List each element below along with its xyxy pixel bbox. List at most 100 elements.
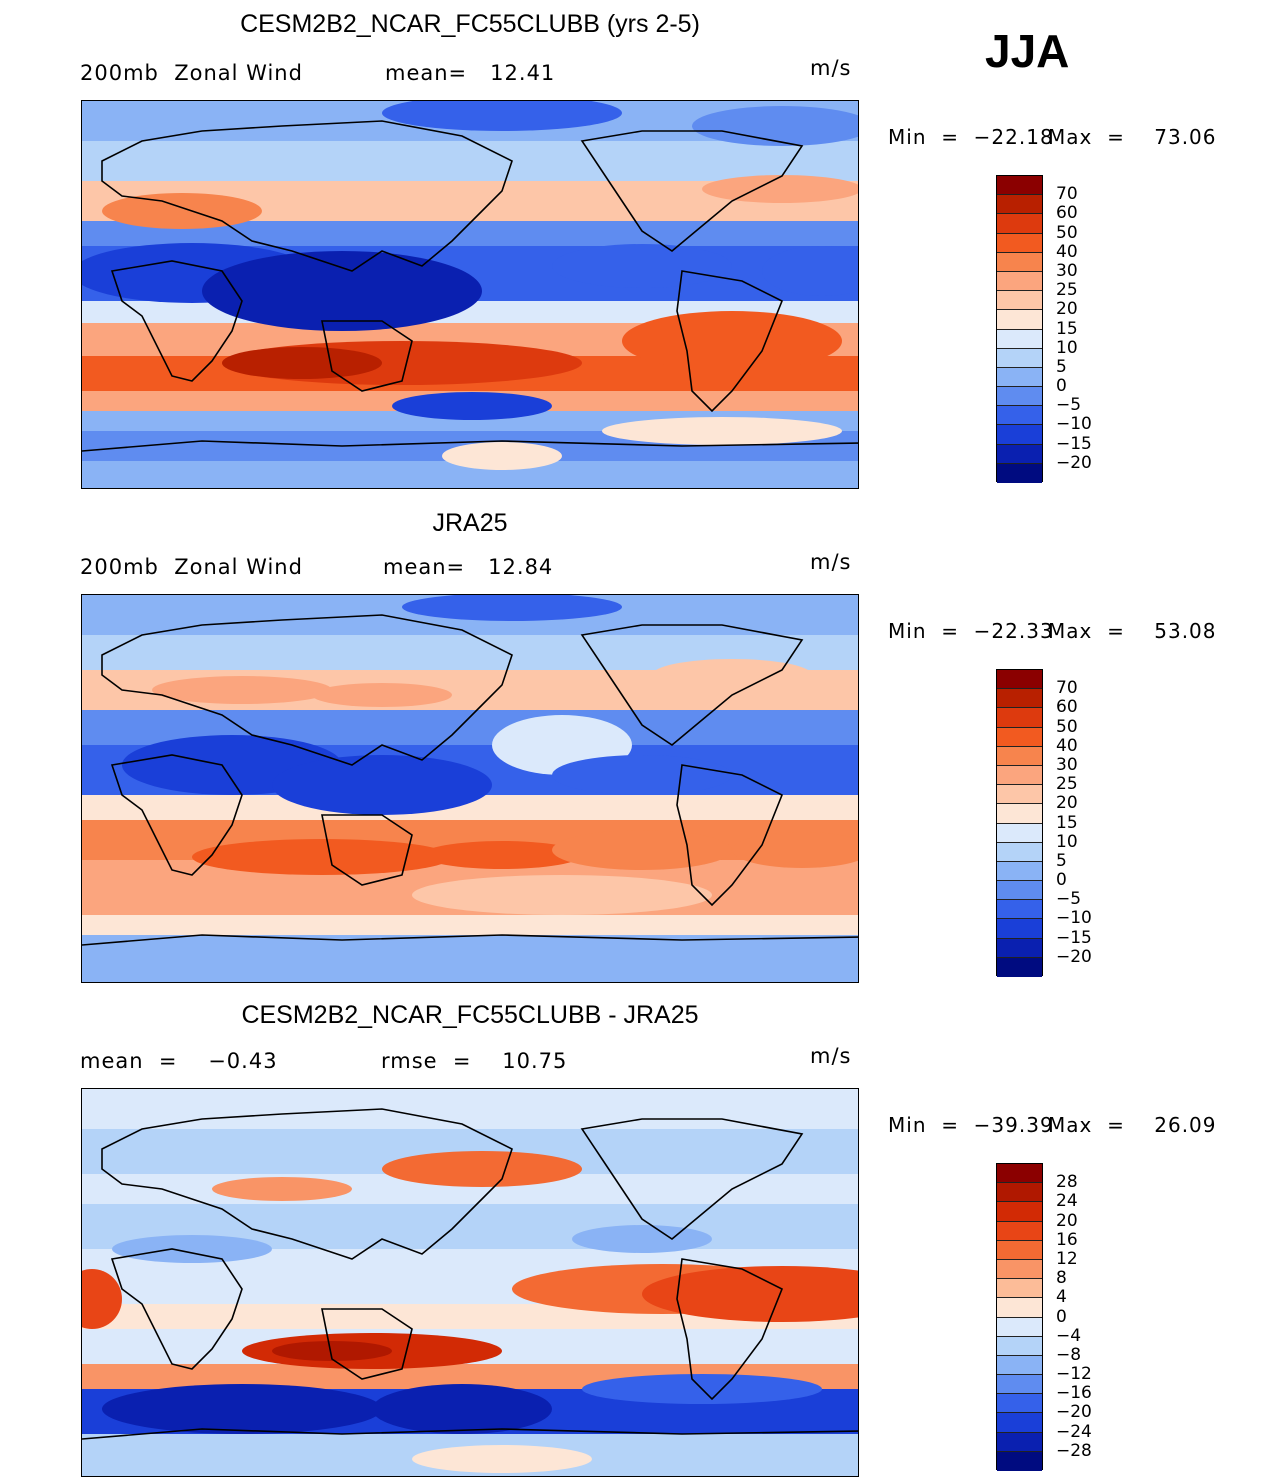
- colorbar-tick-label: 4: [1056, 1287, 1067, 1308]
- colorbar: [996, 175, 1043, 483]
- colorbar-swatch: [997, 746, 1042, 766]
- min-label: Min = −22.18: [888, 125, 1054, 149]
- colorbar-tick-label: 60: [1056, 697, 1078, 718]
- map-field: [82, 101, 858, 488]
- colorbar-swatch: [997, 1298, 1042, 1318]
- colorbar-tick-label: 0: [1056, 376, 1067, 397]
- colorbar-tick-label: 0: [1056, 1306, 1067, 1327]
- colorbar-tick-label: 15: [1056, 318, 1078, 339]
- colorbar-swatch: [997, 861, 1042, 882]
- colorbar-tick-label: −28: [1056, 1440, 1092, 1461]
- colorbar-tick-label: −15: [1056, 927, 1092, 948]
- field-label: 200mb Zonal Wind: [80, 61, 303, 85]
- rmse-label: rmse = 10.75: [381, 1049, 568, 1073]
- colorbar-swatch: [997, 425, 1042, 445]
- colorbar-swatch: [997, 271, 1042, 292]
- colorbar-swatch: [997, 444, 1042, 464]
- colorbar-tick-label: −20: [1056, 452, 1092, 473]
- colorbar-tick-label: 8: [1056, 1268, 1067, 1289]
- colorbar-tick-label: 12: [1056, 1248, 1078, 1269]
- colorbar-swatch: [997, 1317, 1042, 1337]
- colorbar-tick-label: 10: [1056, 831, 1078, 852]
- colorbar-swatch: [997, 1413, 1042, 1433]
- units-label: m/s: [810, 56, 852, 80]
- colorbar-tick-label: 15: [1056, 812, 1078, 833]
- map-model: [81, 100, 859, 489]
- colorbar-swatch: [997, 176, 1042, 196]
- colorbar: [996, 1163, 1043, 1471]
- max-label: Max = 53.08: [1048, 619, 1217, 643]
- colorbar-swatch: [997, 1336, 1042, 1356]
- max-label: Max = 73.06: [1048, 125, 1217, 149]
- panel-title: CESM2B2_NCAR_FC55CLUBB (yrs 2-5): [240, 10, 700, 38]
- map-diff: [81, 1088, 859, 1477]
- field-label: 200mb Zonal Wind: [80, 555, 303, 579]
- colorbar-tick-label: −5: [1056, 395, 1082, 416]
- colorbar-tick-label: 0: [1056, 870, 1067, 891]
- colorbar-swatch: [997, 329, 1042, 349]
- colorbar-swatch: [997, 463, 1042, 483]
- colorbar-swatch: [997, 1164, 1042, 1184]
- colorbar-tick-label: −20: [1056, 946, 1092, 967]
- colorbar-tick-label: 20: [1056, 299, 1078, 320]
- colorbar-swatch: [997, 1221, 1042, 1241]
- colorbar-swatch: [997, 1432, 1042, 1452]
- colorbar-swatch: [997, 214, 1042, 234]
- colorbar-swatch: [997, 367, 1042, 388]
- colorbar-tick-label: 70: [1056, 184, 1078, 205]
- colorbar-swatch: [997, 1451, 1042, 1471]
- colorbar-tick-label: 40: [1056, 241, 1078, 262]
- colorbar-tick-label: 20: [1056, 1210, 1078, 1231]
- colorbar-swatch: [997, 842, 1042, 862]
- colorbar-swatch: [997, 1240, 1042, 1260]
- colorbar-tick-label: 10: [1056, 337, 1078, 358]
- colorbar-tick-label: 24: [1056, 1191, 1078, 1212]
- colorbar-tick-label: 20: [1056, 793, 1078, 814]
- colorbar-swatch: [997, 233, 1042, 253]
- mean-label: mean = −0.43: [80, 1049, 278, 1073]
- colorbar-swatch: [997, 1355, 1042, 1376]
- colorbar-swatch: [997, 708, 1042, 728]
- colorbar-tick-label: 50: [1056, 222, 1078, 243]
- panel-title: JRA25: [432, 509, 508, 537]
- min-label: Min = −22.33: [888, 619, 1054, 643]
- colorbar-swatch: [997, 1375, 1042, 1395]
- colorbar-tick-label: −16: [1056, 1383, 1092, 1404]
- units-label: m/s: [810, 550, 852, 574]
- map-field: [82, 1089, 858, 1476]
- colorbar-tick-label: 40: [1056, 735, 1078, 756]
- colorbar-tick-label: 70: [1056, 678, 1078, 699]
- colorbar-swatch: [997, 900, 1042, 920]
- colorbar-swatch: [997, 689, 1042, 709]
- colorbar-swatch: [997, 804, 1042, 824]
- colorbar-swatch: [997, 727, 1042, 747]
- colorbar-tick-label: −12: [1056, 1364, 1092, 1385]
- colorbar-swatch: [997, 348, 1042, 368]
- colorbar-tick-label: 25: [1056, 280, 1078, 301]
- colorbar-swatch: [997, 938, 1042, 958]
- colorbar-tick-label: 30: [1056, 260, 1078, 281]
- season-label: JJA: [985, 25, 1070, 77]
- colorbar-tick-label: 60: [1056, 203, 1078, 224]
- colorbar-tick-label: 50: [1056, 716, 1078, 737]
- units-label: m/s: [810, 1044, 852, 1068]
- colorbar-swatch: [997, 1259, 1042, 1280]
- min-label: Min = −39.39: [888, 1113, 1054, 1137]
- colorbar-swatch: [997, 195, 1042, 215]
- coastlines: [82, 120, 858, 452]
- colorbar-swatch: [997, 1202, 1042, 1222]
- colorbar-swatch: [997, 919, 1042, 939]
- colorbar-tick-label: −5: [1056, 889, 1082, 910]
- colorbar: [996, 669, 1043, 977]
- colorbar-swatch: [997, 291, 1042, 311]
- colorbar-tick-label: 25: [1056, 774, 1078, 795]
- coastlines: [82, 1108, 858, 1440]
- colorbar-tick-label: 5: [1056, 356, 1067, 377]
- colorbar-tick-label: 16: [1056, 1229, 1078, 1250]
- max-label: Max = 26.09: [1048, 1113, 1217, 1137]
- colorbar-swatch: [997, 406, 1042, 426]
- map-field: [82, 595, 858, 982]
- colorbar-swatch: [997, 252, 1042, 272]
- colorbar-swatch: [997, 1394, 1042, 1414]
- colorbar-tick-label: 5: [1056, 850, 1067, 871]
